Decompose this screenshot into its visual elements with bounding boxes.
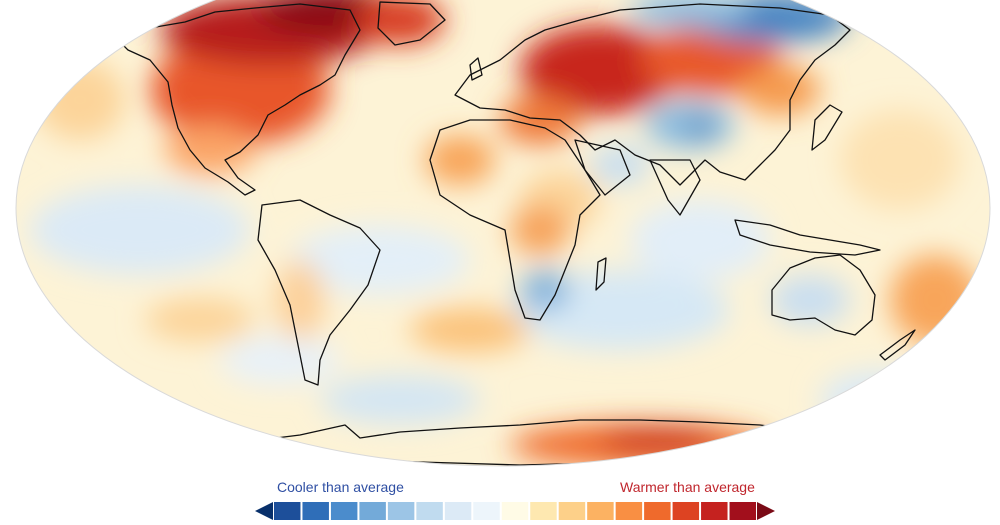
legend-swatch — [501, 502, 529, 520]
uk-outline — [469, 57, 483, 81]
map-globe — [16, 0, 990, 466]
globe-border — [15, 0, 991, 467]
cooler-than-average-label: Cooler than average — [277, 479, 404, 495]
indonesia-outline — [734, 219, 881, 256]
legend-arrow-cool — [255, 502, 273, 520]
legend-swatch — [387, 502, 415, 520]
new-zealand-outline — [879, 329, 916, 361]
legend-swatch — [615, 502, 643, 520]
coastlines — [119, 1, 916, 466]
legend-swatch — [729, 502, 756, 520]
antarctica-outline — [209, 419, 801, 466]
legend-swatch — [530, 502, 557, 520]
legend-swatch — [330, 502, 358, 520]
greenland-outline — [377, 1, 446, 46]
legend-swatch — [302, 502, 329, 520]
legend-swatch — [644, 502, 671, 520]
legend-arrow-warm — [757, 502, 775, 520]
japan-outline — [811, 104, 843, 151]
eurasia-outline — [454, 3, 851, 186]
south-america-outline — [257, 199, 381, 386]
australia-outline — [771, 254, 876, 336]
legend-swatch — [444, 502, 472, 520]
legend-swatch — [473, 502, 500, 520]
warmer-than-average-label: Warmer than average — [620, 479, 755, 495]
legend-swatch — [558, 502, 586, 520]
anomaly-color-legend — [255, 502, 775, 520]
arabia-outline — [574, 139, 631, 196]
africa-outline — [429, 119, 601, 321]
legend-swatch — [701, 502, 728, 520]
legend-swatch — [274, 502, 301, 520]
legend-swatch — [416, 502, 443, 520]
india-outline — [649, 159, 701, 216]
madagascar-outline — [595, 257, 607, 291]
legend-swatch — [587, 502, 614, 520]
world-temperature-anomaly-map — [15, 0, 991, 467]
legend-swatch — [359, 502, 386, 520]
north-america-outline — [119, 3, 361, 196]
legend-swatch — [672, 502, 700, 520]
